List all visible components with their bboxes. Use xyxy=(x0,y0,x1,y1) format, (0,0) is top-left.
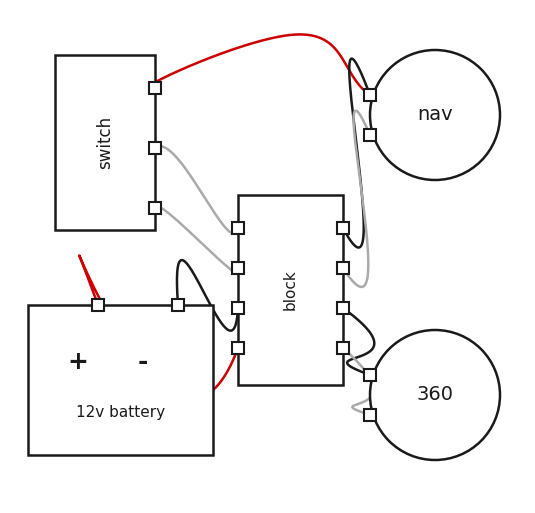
Polygon shape xyxy=(172,299,184,311)
Text: nav: nav xyxy=(417,106,453,125)
Bar xyxy=(238,195,343,385)
Bar xyxy=(55,55,155,230)
Polygon shape xyxy=(149,82,161,94)
Bar xyxy=(28,305,213,455)
Polygon shape xyxy=(337,262,349,274)
Text: 12v battery: 12v battery xyxy=(76,405,165,421)
Polygon shape xyxy=(149,142,161,154)
Polygon shape xyxy=(232,342,244,354)
Text: switch: switch xyxy=(96,116,114,169)
Circle shape xyxy=(370,330,500,460)
Text: -: - xyxy=(137,350,148,374)
Polygon shape xyxy=(337,302,349,314)
Polygon shape xyxy=(92,299,104,311)
Text: 360: 360 xyxy=(417,385,454,404)
Polygon shape xyxy=(232,222,244,234)
Polygon shape xyxy=(149,202,161,214)
Circle shape xyxy=(370,50,500,180)
Polygon shape xyxy=(364,129,376,141)
Polygon shape xyxy=(364,409,376,421)
Polygon shape xyxy=(232,302,244,314)
Text: block: block xyxy=(283,270,298,310)
Text: +: + xyxy=(67,350,88,374)
Polygon shape xyxy=(364,89,376,101)
Polygon shape xyxy=(232,262,244,274)
Polygon shape xyxy=(364,369,376,381)
Polygon shape xyxy=(337,222,349,234)
Polygon shape xyxy=(337,342,349,354)
